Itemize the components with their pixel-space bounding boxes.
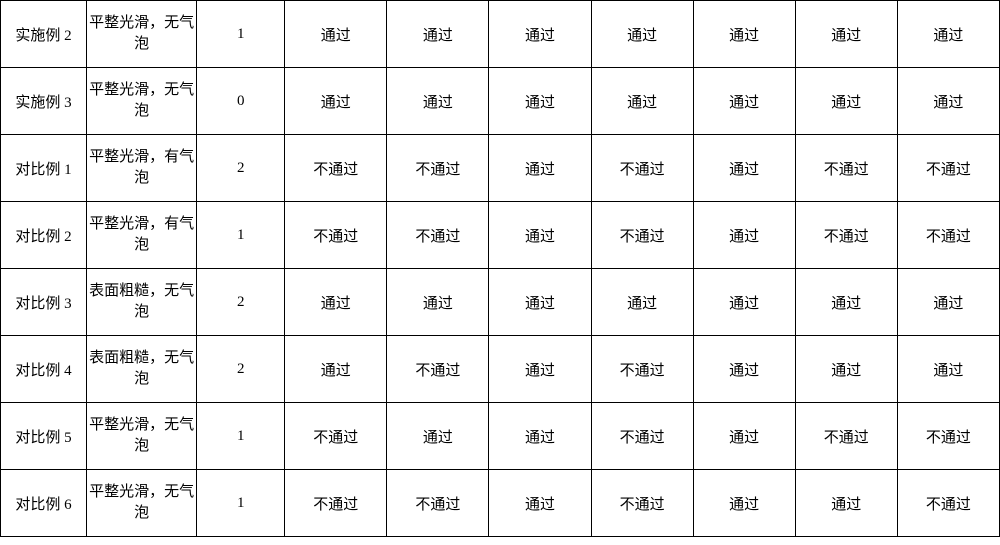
- result-cell: 通过: [285, 336, 387, 403]
- result-cell: 不通过: [387, 336, 489, 403]
- row-value: 2: [197, 336, 285, 403]
- result-cell: 通过: [489, 470, 591, 537]
- result-cell: 通过: [489, 269, 591, 336]
- result-cell: 通过: [693, 135, 795, 202]
- result-cell: 不通过: [285, 403, 387, 470]
- result-cell: 通过: [693, 202, 795, 269]
- table-row: 对比例 5 平整光滑，无气泡 1 不通过 通过 通过 不通过 通过 不通过 不通…: [1, 403, 1000, 470]
- row-description: 平整光滑，无气泡: [87, 1, 197, 68]
- result-cell: 不通过: [591, 470, 693, 537]
- table-row: 实施例 2 平整光滑，无气泡 1 通过 通过 通过 通过 通过 通过 通过: [1, 1, 1000, 68]
- result-cell: 通过: [693, 403, 795, 470]
- result-cell: 通过: [591, 269, 693, 336]
- result-cell: 不通过: [897, 202, 999, 269]
- result-cell: 不通过: [387, 135, 489, 202]
- result-cell: 不通过: [897, 403, 999, 470]
- row-label: 实施例 2: [1, 1, 87, 68]
- result-cell: 通过: [285, 269, 387, 336]
- result-cell: 通过: [387, 269, 489, 336]
- result-cell: 通过: [897, 269, 999, 336]
- result-cell: 不通过: [897, 135, 999, 202]
- row-label: 对比例 2: [1, 202, 87, 269]
- result-cell: 通过: [489, 202, 591, 269]
- result-cell: 通过: [489, 336, 591, 403]
- result-cell: 通过: [591, 68, 693, 135]
- result-cell: 不通过: [795, 135, 897, 202]
- result-cell: 通过: [591, 1, 693, 68]
- result-cell: 通过: [285, 68, 387, 135]
- row-value: 2: [197, 269, 285, 336]
- result-cell: 不通过: [897, 470, 999, 537]
- result-cell: 通过: [285, 1, 387, 68]
- result-cell: 通过: [387, 403, 489, 470]
- result-cell: 通过: [387, 1, 489, 68]
- row-label: 对比例 1: [1, 135, 87, 202]
- result-cell: 通过: [387, 68, 489, 135]
- result-cell: 通过: [489, 68, 591, 135]
- result-cell: 不通过: [285, 202, 387, 269]
- row-description: 表面粗糙，无气泡: [87, 269, 197, 336]
- table-row: 对比例 6 平整光滑，无气泡 1 不通过 不通过 通过 不通过 通过 通过 不通…: [1, 470, 1000, 537]
- result-cell: 通过: [897, 336, 999, 403]
- result-cell: 通过: [693, 269, 795, 336]
- row-description: 平整光滑，无气泡: [87, 470, 197, 537]
- table-row: 实施例 3 平整光滑，无气泡 0 通过 通过 通过 通过 通过 通过 通过: [1, 68, 1000, 135]
- row-value: 0: [197, 68, 285, 135]
- result-cell: 不通过: [795, 403, 897, 470]
- row-value: 1: [197, 403, 285, 470]
- table-row: 对比例 4 表面粗糙，无气泡 2 通过 不通过 通过 不通过 通过 通过 通过: [1, 336, 1000, 403]
- result-cell: 通过: [693, 68, 795, 135]
- result-cell: 通过: [693, 470, 795, 537]
- result-cell: 通过: [897, 68, 999, 135]
- result-cell: 通过: [897, 1, 999, 68]
- result-cell: 通过: [795, 1, 897, 68]
- result-cell: 不通过: [591, 403, 693, 470]
- row-description: 平整光滑，有气泡: [87, 202, 197, 269]
- table-body: 实施例 2 平整光滑，无气泡 1 通过 通过 通过 通过 通过 通过 通过 实施…: [1, 1, 1000, 537]
- row-value: 1: [197, 470, 285, 537]
- result-cell: 通过: [489, 403, 591, 470]
- row-description: 平整光滑，有气泡: [87, 135, 197, 202]
- result-cell: 通过: [795, 336, 897, 403]
- result-cell: 不通过: [285, 135, 387, 202]
- row-description: 平整光滑，无气泡: [87, 68, 197, 135]
- row-value: 2: [197, 135, 285, 202]
- data-table: 实施例 2 平整光滑，无气泡 1 通过 通过 通过 通过 通过 通过 通过 实施…: [0, 0, 1000, 537]
- row-label: 实施例 3: [1, 68, 87, 135]
- row-value: 1: [197, 1, 285, 68]
- result-cell: 不通过: [285, 470, 387, 537]
- row-value: 1: [197, 202, 285, 269]
- row-label: 对比例 6: [1, 470, 87, 537]
- result-cell: 通过: [693, 336, 795, 403]
- result-cell: 通过: [795, 68, 897, 135]
- result-cell: 通过: [693, 1, 795, 68]
- result-cell: 不通过: [387, 202, 489, 269]
- result-cell: 不通过: [795, 202, 897, 269]
- result-cell: 通过: [795, 269, 897, 336]
- result-cell: 不通过: [591, 135, 693, 202]
- row-description: 平整光滑，无气泡: [87, 403, 197, 470]
- table-row: 对比例 2 平整光滑，有气泡 1 不通过 不通过 通过 不通过 通过 不通过 不…: [1, 202, 1000, 269]
- row-description: 表面粗糙，无气泡: [87, 336, 197, 403]
- result-cell: 不通过: [591, 336, 693, 403]
- result-cell: 不通过: [387, 470, 489, 537]
- result-cell: 通过: [489, 135, 591, 202]
- row-label: 对比例 5: [1, 403, 87, 470]
- table-row: 对比例 3 表面粗糙，无气泡 2 通过 通过 通过 通过 通过 通过 通过: [1, 269, 1000, 336]
- result-cell: 通过: [489, 1, 591, 68]
- row-label: 对比例 4: [1, 336, 87, 403]
- table-row: 对比例 1 平整光滑，有气泡 2 不通过 不通过 通过 不通过 通过 不通过 不…: [1, 135, 1000, 202]
- result-cell: 通过: [795, 470, 897, 537]
- row-label: 对比例 3: [1, 269, 87, 336]
- result-cell: 不通过: [591, 202, 693, 269]
